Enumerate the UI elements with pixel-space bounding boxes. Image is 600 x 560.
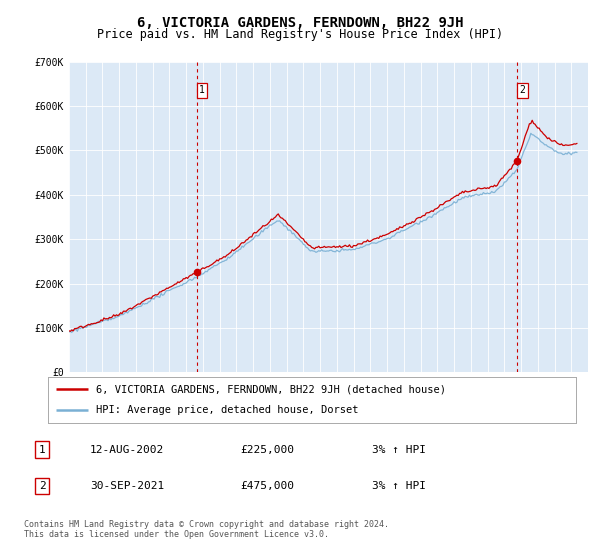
Text: 12-AUG-2002: 12-AUG-2002: [90, 445, 164, 455]
Text: 6, VICTORIA GARDENS, FERNDOWN, BH22 9JH (detached house): 6, VICTORIA GARDENS, FERNDOWN, BH22 9JH …: [95, 384, 446, 394]
Text: £225,000: £225,000: [240, 445, 294, 455]
Text: HPI: Average price, detached house, Dorset: HPI: Average price, detached house, Dors…: [95, 405, 358, 416]
Text: Contains HM Land Registry data © Crown copyright and database right 2024.
This d: Contains HM Land Registry data © Crown c…: [24, 520, 389, 539]
Text: 1: 1: [199, 86, 205, 95]
Text: 2: 2: [38, 481, 46, 491]
Text: 30-SEP-2021: 30-SEP-2021: [90, 481, 164, 491]
Text: 3% ↑ HPI: 3% ↑ HPI: [372, 445, 426, 455]
Text: 2: 2: [520, 86, 525, 95]
Text: £475,000: £475,000: [240, 481, 294, 491]
Text: 6, VICTORIA GARDENS, FERNDOWN, BH22 9JH: 6, VICTORIA GARDENS, FERNDOWN, BH22 9JH: [137, 16, 463, 30]
Text: 1: 1: [38, 445, 46, 455]
Text: Price paid vs. HM Land Registry's House Price Index (HPI): Price paid vs. HM Land Registry's House …: [97, 28, 503, 41]
Text: 3% ↑ HPI: 3% ↑ HPI: [372, 481, 426, 491]
